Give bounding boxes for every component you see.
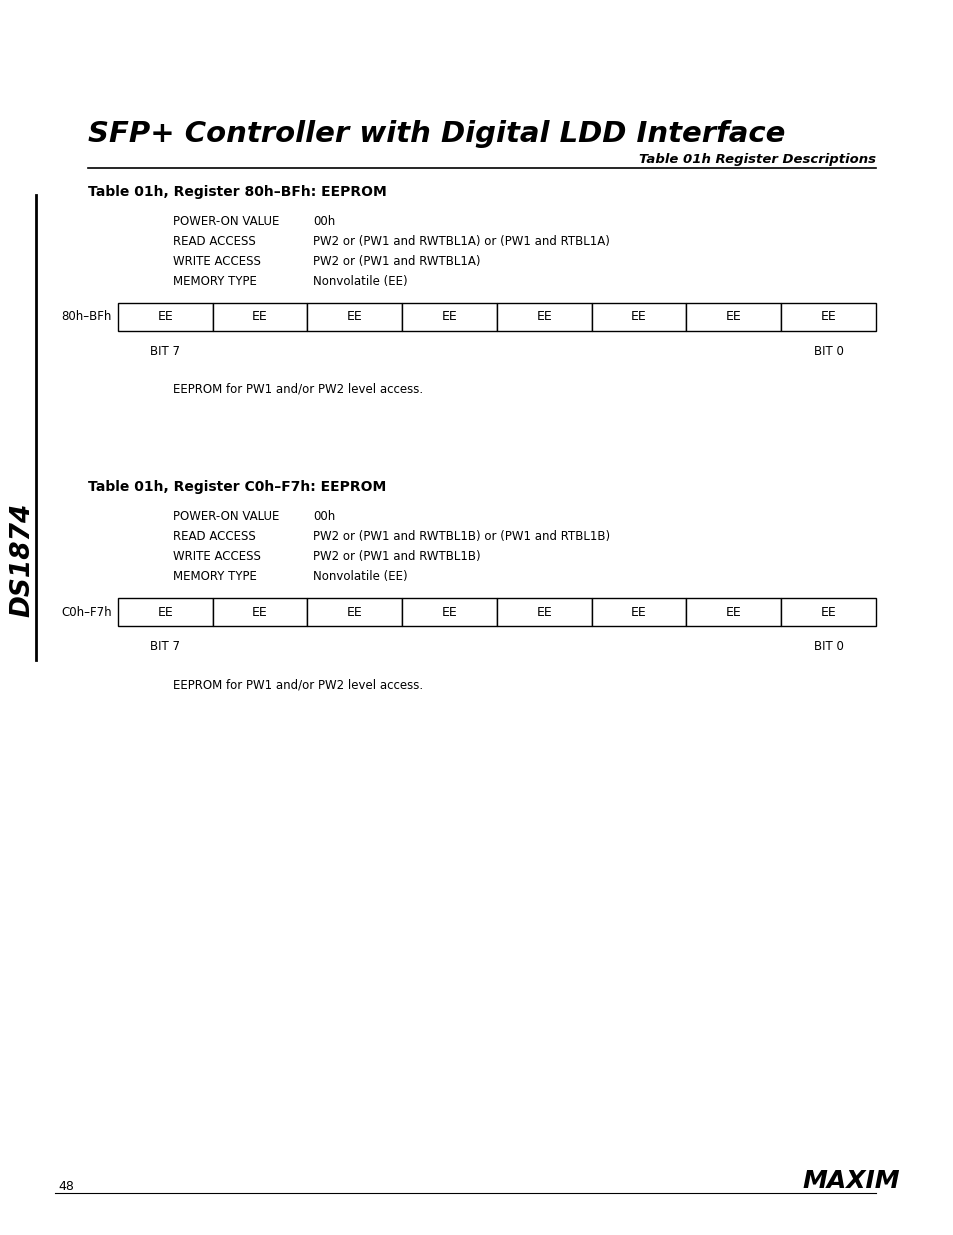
Text: MEMORY TYPE: MEMORY TYPE [172, 275, 256, 288]
Text: PW2 or (PW1 and RWTBL1A) or (PW1 and RTBL1A): PW2 or (PW1 and RWTBL1A) or (PW1 and RTB… [313, 235, 609, 248]
Text: EE: EE [157, 310, 173, 324]
Text: PW2 or (PW1 and RWTBL1B) or (PW1 and RTBL1B): PW2 or (PW1 and RWTBL1B) or (PW1 and RTB… [313, 530, 610, 543]
Text: Nonvolatile (EE): Nonvolatile (EE) [313, 275, 407, 288]
Text: Table 01h Register Descriptions: Table 01h Register Descriptions [639, 153, 875, 165]
Text: SFP+ Controller with Digital LDD Interface: SFP+ Controller with Digital LDD Interfa… [88, 120, 784, 148]
Text: C0h–F7h: C0h–F7h [61, 605, 112, 619]
Text: BIT 7: BIT 7 [151, 640, 180, 653]
Text: MAXIM: MAXIM [801, 1170, 899, 1193]
Text: EE: EE [536, 605, 552, 619]
Text: 00h: 00h [313, 215, 335, 228]
Text: EE: EE [631, 310, 646, 324]
Text: EE: EE [820, 310, 836, 324]
Bar [686, 303, 781, 331]
Bar [118, 303, 213, 331]
Text: EEPROM for PW1 and/or PW2 level access.: EEPROM for PW1 and/or PW2 level access. [172, 383, 423, 396]
Text: BIT 0: BIT 0 [813, 640, 842, 653]
Text: EE: EE [441, 310, 457, 324]
Text: BIT 7: BIT 7 [151, 345, 180, 358]
Text: EE: EE [631, 605, 646, 619]
Bar [307, 598, 402, 626]
Text: POWER-ON VALUE: POWER-ON VALUE [172, 510, 279, 522]
Text: Table 01h, Register C0h–F7h: EEPROM: Table 01h, Register C0h–F7h: EEPROM [88, 480, 386, 494]
Text: EE: EE [252, 310, 268, 324]
Text: 80h–BFh: 80h–BFh [62, 310, 112, 324]
Bar [591, 598, 686, 626]
Text: EE: EE [820, 605, 836, 619]
Text: EE: EE [252, 605, 268, 619]
Text: Table 01h, Register 80h–BFh: EEPROM: Table 01h, Register 80h–BFh: EEPROM [88, 185, 386, 199]
Bar [497, 598, 591, 626]
Bar [118, 598, 213, 626]
Bar [686, 598, 781, 626]
Text: MEMORY TYPE: MEMORY TYPE [172, 571, 256, 583]
Text: POWER-ON VALUE: POWER-ON VALUE [172, 215, 279, 228]
Text: WRITE ACCESS: WRITE ACCESS [172, 254, 260, 268]
Text: READ ACCESS: READ ACCESS [172, 530, 255, 543]
Text: EE: EE [157, 605, 173, 619]
Text: Nonvolatile (EE): Nonvolatile (EE) [313, 571, 407, 583]
Text: DS1874: DS1874 [9, 503, 35, 618]
Bar [591, 303, 686, 331]
Bar [402, 598, 497, 626]
Text: BIT 0: BIT 0 [813, 345, 842, 358]
Bar [213, 303, 307, 331]
Text: PW2 or (PW1 and RWTBL1A): PW2 or (PW1 and RWTBL1A) [313, 254, 480, 268]
Bar [781, 303, 875, 331]
Text: EE: EE [347, 310, 362, 324]
Text: 00h: 00h [313, 510, 335, 522]
Text: EEPROM for PW1 and/or PW2 level access.: EEPROM for PW1 and/or PW2 level access. [172, 678, 423, 692]
Bar [307, 303, 402, 331]
Text: PW2 or (PW1 and RWTBL1B): PW2 or (PW1 and RWTBL1B) [313, 550, 480, 563]
Text: EE: EE [725, 310, 741, 324]
Text: EE: EE [536, 310, 552, 324]
Text: EE: EE [347, 605, 362, 619]
Text: READ ACCESS: READ ACCESS [172, 235, 255, 248]
Bar [497, 303, 591, 331]
Bar [781, 598, 875, 626]
Bar [402, 303, 497, 331]
Text: EE: EE [725, 605, 741, 619]
Text: WRITE ACCESS: WRITE ACCESS [172, 550, 260, 563]
Bar [213, 598, 307, 626]
Text: EE: EE [441, 605, 457, 619]
Text: 48: 48 [58, 1179, 73, 1193]
